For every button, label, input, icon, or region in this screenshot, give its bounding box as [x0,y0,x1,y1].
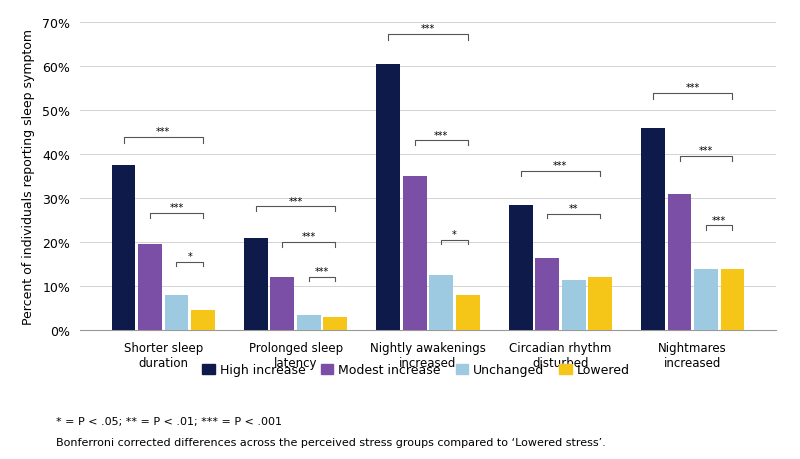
Text: * = P < .05; ** = P < .01; *** = P < .001: * = P < .05; ** = P < .01; *** = P < .00… [56,417,282,426]
Text: ***: *** [302,232,316,242]
Text: ***: *** [712,215,726,225]
Text: ***: *** [686,83,700,93]
Text: ***: *** [289,196,302,206]
Bar [165,295,189,330]
Text: *: * [452,230,457,240]
Text: Bonferroni corrected differences across the perceived stress groups compared to : Bonferroni corrected differences across … [56,437,606,447]
Bar [562,280,586,330]
Bar [112,166,135,330]
Bar [376,65,400,330]
Text: ***: *** [434,130,448,140]
Y-axis label: Percent of individuals reporting sleep symptom: Percent of individuals reporting sleep s… [22,29,35,325]
Text: ***: *** [554,161,567,171]
Bar [694,269,718,330]
Text: ***: *** [421,24,435,34]
Text: *: * [187,252,192,262]
Bar [456,295,480,330]
Bar [641,129,665,330]
Bar [721,269,744,330]
Text: **: ** [569,203,578,213]
Bar [138,245,162,330]
Bar [509,205,533,330]
Text: ***: *** [170,203,184,213]
Bar [667,194,691,330]
Text: ***: *** [699,146,713,156]
Text: ***: *** [156,127,170,137]
Bar [191,311,215,330]
Bar [588,278,612,330]
Legend: High increase, Modest increase, Unchanged, Lowered: High increase, Modest increase, Unchange… [198,358,634,381]
Bar [270,278,294,330]
Bar [535,258,559,330]
Bar [297,315,321,330]
Text: ***: *** [315,267,330,276]
Bar [244,238,268,330]
Bar [430,275,453,330]
Bar [403,177,426,330]
Bar [323,317,347,330]
